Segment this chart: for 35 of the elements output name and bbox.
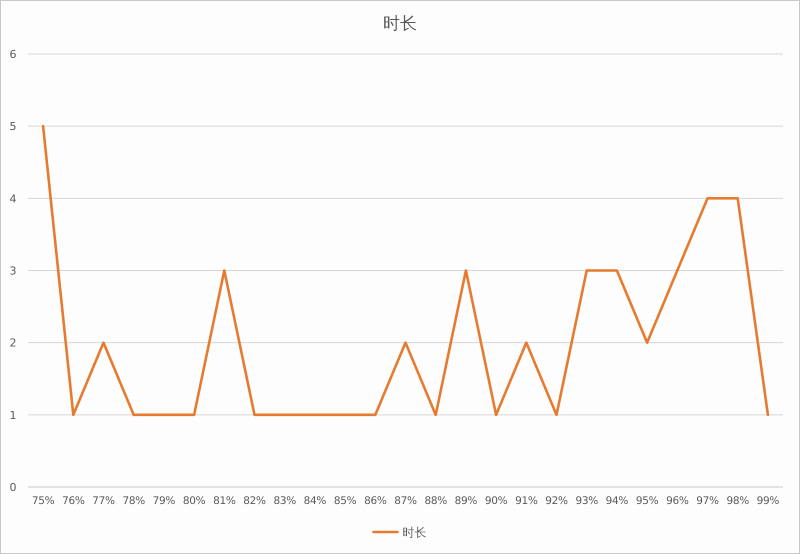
x-tick-label: 85% (334, 495, 357, 507)
x-tick-label: 84% (304, 495, 326, 507)
x-tick-label: 81% (213, 495, 236, 507)
x-tick-label: 89% (454, 495, 478, 507)
x-tick-label: 93% (575, 495, 598, 507)
chart-title: 时长 (383, 14, 417, 34)
legend: 时长 (372, 526, 426, 540)
x-tick-label: 82% (243, 495, 266, 507)
x-tick-label: 79% (152, 495, 176, 507)
y-tick-label: 5 (10, 120, 16, 134)
x-tick-label: 75% (32, 495, 55, 507)
x-tick-label: 97% (696, 495, 720, 507)
legend-label: 时长 (402, 526, 426, 540)
x-tick-label: 77% (92, 495, 116, 507)
x-tick-label: 96% (666, 495, 689, 507)
x-tick-label: 95% (636, 495, 659, 507)
x-tick-label: 88% (424, 495, 448, 507)
x-tick-label: 91% (515, 495, 538, 507)
y-tick-label: 3 (10, 264, 16, 278)
x-tick-label: 78% (122, 495, 146, 507)
y-tick-label: 2 (10, 336, 16, 350)
x-tick-label: 90% (484, 495, 508, 507)
x-tick-label: 87% (394, 495, 418, 507)
x-tick-label: 80% (182, 495, 206, 507)
x-tick-label: 92% (545, 495, 568, 507)
x-tick-label: 83% (273, 495, 296, 507)
x-tick-label: 94% (606, 495, 628, 507)
y-tick-label: 4 (10, 192, 16, 206)
x-tick-label: 86% (364, 495, 387, 507)
y-tick-label: 1 (10, 408, 16, 422)
x-tick-label: 99% (756, 495, 780, 507)
y-tick-label: 0 (10, 481, 16, 494)
x-tick-label: 98% (726, 495, 750, 507)
y-tick-label: 6 (10, 48, 16, 61)
x-tick-label: 76% (62, 495, 85, 507)
